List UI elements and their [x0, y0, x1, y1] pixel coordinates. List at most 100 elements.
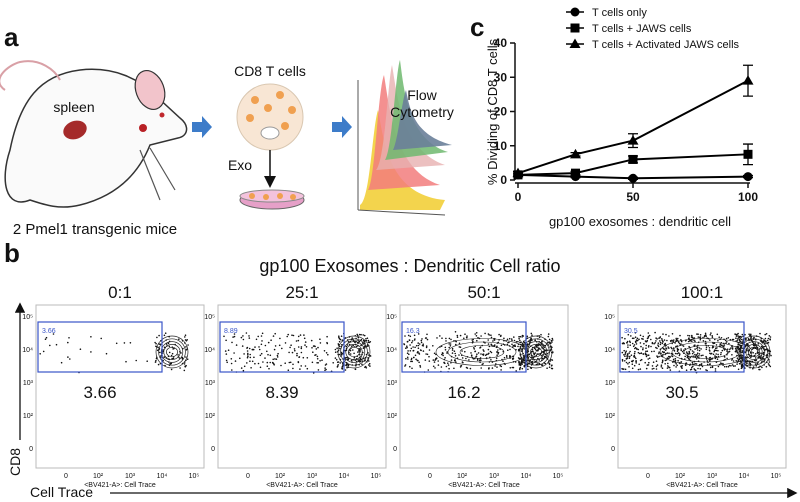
gate-label: 8.89 — [224, 328, 238, 335]
event — [663, 339, 666, 341]
event — [339, 347, 341, 350]
event — [360, 338, 363, 341]
x-tick-label: 0 — [428, 473, 432, 480]
event — [514, 344, 516, 346]
event — [269, 354, 272, 357]
event — [302, 356, 305, 359]
x-tick-label: 0 — [64, 473, 68, 480]
event — [339, 362, 342, 364]
event — [551, 359, 554, 361]
event — [407, 350, 409, 352]
event — [702, 354, 704, 357]
event — [534, 339, 536, 341]
event — [693, 337, 696, 339]
event — [519, 367, 521, 370]
event — [115, 342, 118, 345]
event — [696, 349, 699, 351]
event — [262, 361, 264, 363]
event — [637, 351, 640, 354]
event — [652, 361, 655, 364]
event — [369, 365, 371, 367]
event — [233, 335, 236, 338]
event — [353, 357, 356, 359]
event — [717, 353, 719, 356]
event — [655, 340, 657, 342]
event — [337, 343, 340, 346]
event — [304, 365, 307, 367]
event — [473, 347, 475, 349]
event — [479, 346, 482, 349]
event — [240, 367, 243, 369]
event — [645, 347, 647, 350]
event — [49, 344, 51, 347]
contour — [337, 335, 371, 369]
event — [668, 335, 670, 337]
event — [767, 355, 769, 357]
event — [367, 339, 370, 342]
event — [453, 367, 455, 370]
event — [711, 336, 714, 339]
event — [157, 363, 160, 366]
event — [341, 367, 344, 370]
event — [446, 352, 448, 354]
event — [767, 341, 769, 344]
event — [622, 368, 624, 371]
event — [728, 351, 730, 353]
event — [655, 365, 658, 368]
event — [359, 360, 362, 363]
event — [642, 338, 644, 340]
event — [691, 340, 693, 343]
event — [735, 337, 737, 340]
event — [537, 348, 539, 351]
event — [631, 367, 634, 370]
event — [444, 357, 446, 359]
event — [408, 353, 410, 356]
event — [752, 366, 755, 368]
event — [623, 349, 625, 352]
event — [720, 353, 722, 356]
event — [183, 363, 186, 365]
event — [765, 365, 768, 368]
event — [548, 366, 551, 369]
event — [756, 363, 758, 365]
event — [651, 342, 654, 345]
event — [705, 355, 707, 358]
event — [671, 339, 673, 342]
event — [687, 334, 689, 337]
y-tick-label: 10⁵ — [386, 314, 397, 321]
flow-label: Cytometry — [390, 104, 454, 120]
event — [543, 346, 545, 349]
event — [625, 350, 627, 353]
x-axis-label: <BV421-A>: Cell Trace — [666, 482, 738, 489]
event — [535, 349, 538, 352]
contour — [524, 341, 548, 363]
event — [356, 333, 359, 336]
event — [667, 365, 669, 367]
event — [242, 369, 245, 372]
event — [448, 346, 451, 349]
event — [738, 336, 741, 339]
event — [726, 348, 729, 351]
event — [684, 364, 687, 367]
event — [496, 351, 498, 354]
event — [268, 367, 270, 370]
event — [458, 346, 461, 348]
event — [631, 363, 634, 366]
event — [224, 350, 227, 352]
event — [531, 350, 533, 353]
event — [746, 360, 749, 363]
event — [416, 351, 419, 354]
event — [691, 350, 694, 352]
event — [751, 348, 754, 350]
event — [361, 360, 364, 362]
event — [660, 364, 663, 367]
line — [517, 79, 749, 175]
event — [352, 349, 354, 351]
point — [627, 135, 639, 145]
event — [426, 338, 429, 341]
event — [500, 344, 503, 347]
contour — [348, 346, 360, 358]
event — [536, 349, 539, 352]
event — [445, 337, 447, 340]
event — [519, 363, 522, 365]
